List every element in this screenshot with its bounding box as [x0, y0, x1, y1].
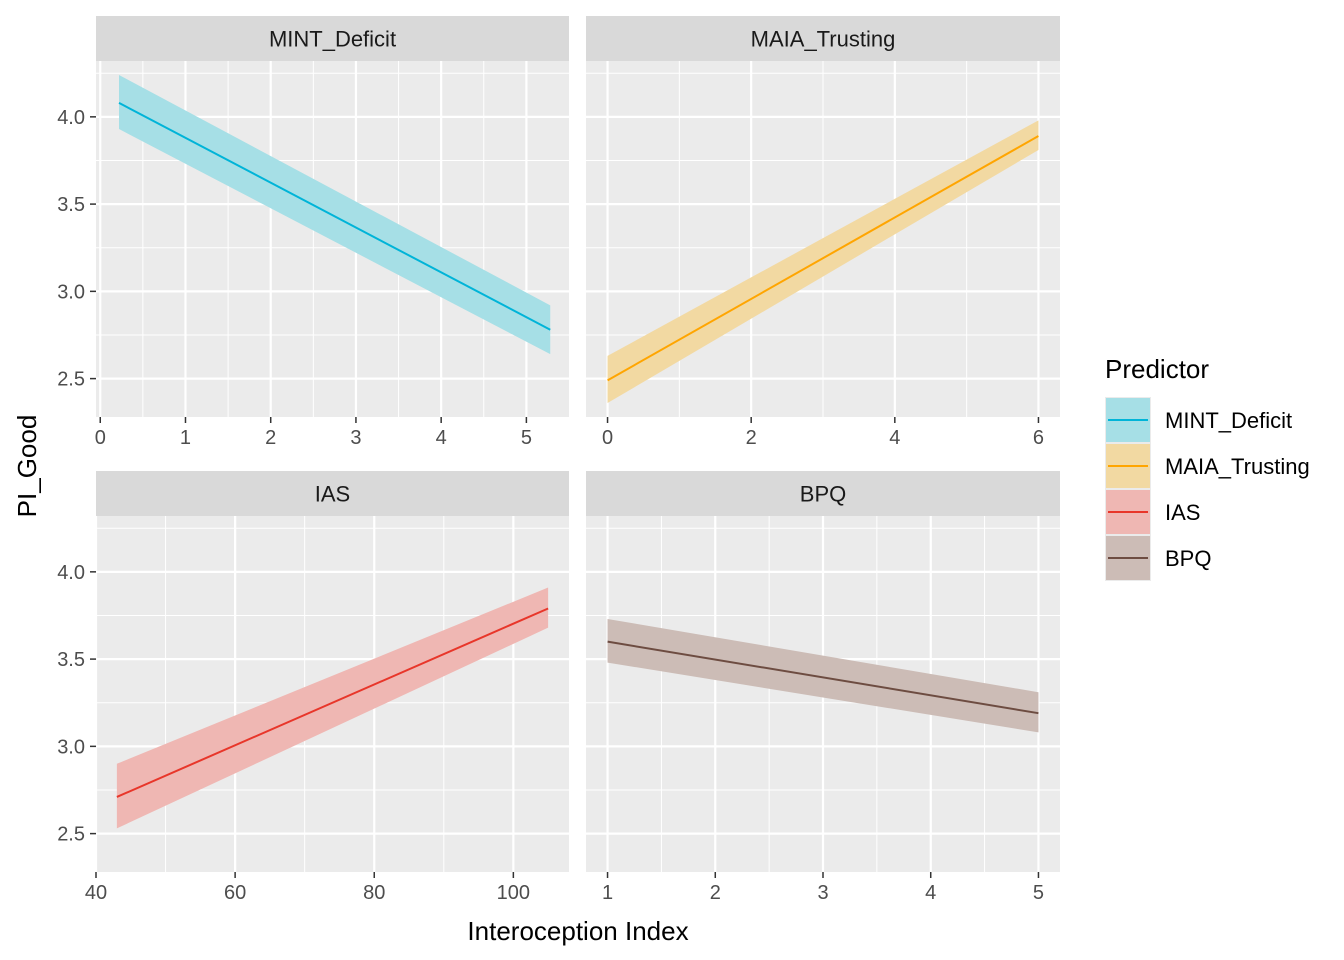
panels-layer: MINT_Deficit 0 1 2 3 4 5 2.5 3.0 3.5 4.0 MAIA_Trust… [57, 16, 1060, 904]
legend-item-IAS: IAS [1105, 489, 1200, 535]
confidence-band [607, 120, 1039, 404]
confidence-band [116, 587, 549, 829]
legend: Predictor MINT_Deficit MAIA_Trusting IAS BP… [1105, 354, 1310, 581]
x-tick-label: 3 [817, 882, 828, 904]
legend-item-MINT_Deficit: MINT_Deficit [1105, 397, 1292, 443]
fit-line [116, 607, 549, 798]
panel-MINT_Deficit: MINT_Deficit 0 1 2 3 4 5 2.5 3.0 3.5 4.0 [57, 16, 569, 449]
strip-background [586, 471, 1060, 516]
legend-item-BPQ: BPQ [1105, 535, 1211, 581]
x-tick-label: 80 [363, 882, 385, 904]
panel-BPQ: BPQ 1 2 3 4 5 [586, 471, 1060, 904]
fit-line [118, 101, 551, 331]
x-tick-label: 4 [436, 427, 447, 449]
x-tick-label: 1 [180, 427, 191, 449]
y-axis-title: PI_Good [12, 415, 42, 518]
legend-item-MAIA_Trusting: MAIA_Trusting [1105, 443, 1310, 489]
y-tick-label: 2.5 [57, 824, 85, 846]
legend-keys: MINT_Deficit MAIA_Trusting IAS BPQ [1105, 397, 1310, 581]
legend-item-label: BPQ [1165, 546, 1211, 571]
x-tick-label: 1 [602, 882, 613, 904]
fit-line [607, 640, 1039, 715]
strip-label: IAS [315, 482, 350, 507]
x-tick-label: 2 [746, 427, 757, 449]
y-tick-label: 3.0 [57, 281, 85, 303]
strip-background [96, 16, 569, 61]
strip-label: MAIA_Trusting [751, 27, 896, 52]
legend-item-label: MINT_Deficit [1165, 408, 1292, 433]
confidence-band [607, 618, 1039, 733]
panel-MAIA_Trusting: MAIA_Trusting 0 2 4 6 [586, 16, 1060, 449]
y-tick-label: 3.5 [57, 194, 85, 216]
y-tick-label: 4.0 [57, 562, 85, 584]
y-tick-label: 2.5 [57, 369, 85, 391]
confidence-band [119, 74, 551, 355]
x-tick-label: 60 [224, 882, 246, 904]
x-tick-label: 2 [710, 882, 721, 904]
x-tick-label: 4 [925, 882, 936, 904]
x-tick-label: 3 [350, 427, 361, 449]
y-tick-label: 3.5 [57, 649, 85, 671]
x-tick-label: 0 [95, 427, 106, 449]
x-tick-label: 0 [602, 427, 613, 449]
legend-item-label: MAIA_Trusting [1165, 454, 1310, 479]
panel-IAS: IAS 40 60 80 100 2.5 3.0 3.5 4.0 [57, 471, 569, 904]
y-tick-label: 4.0 [57, 107, 85, 129]
y-tick-label: 3.0 [57, 736, 85, 758]
x-tick-label: 5 [1033, 882, 1044, 904]
fit-line [607, 135, 1039, 382]
strip-background [96, 471, 569, 516]
legend-title: Predictor [1105, 354, 1209, 384]
x-tick-label: 4 [889, 427, 900, 449]
x-tick-label: 5 [521, 427, 532, 449]
x-tick-label: 40 [85, 882, 107, 904]
strip-label: MINT_Deficit [269, 27, 396, 52]
strip-label: BPQ [800, 482, 846, 507]
strip-background [586, 16, 1060, 61]
x-tick-label: 100 [497, 882, 530, 904]
legend-item-label: IAS [1165, 500, 1200, 525]
x-axis-title: Interoception Index [467, 916, 688, 946]
x-tick-label: 2 [265, 427, 276, 449]
x-tick-label: 6 [1033, 427, 1044, 449]
